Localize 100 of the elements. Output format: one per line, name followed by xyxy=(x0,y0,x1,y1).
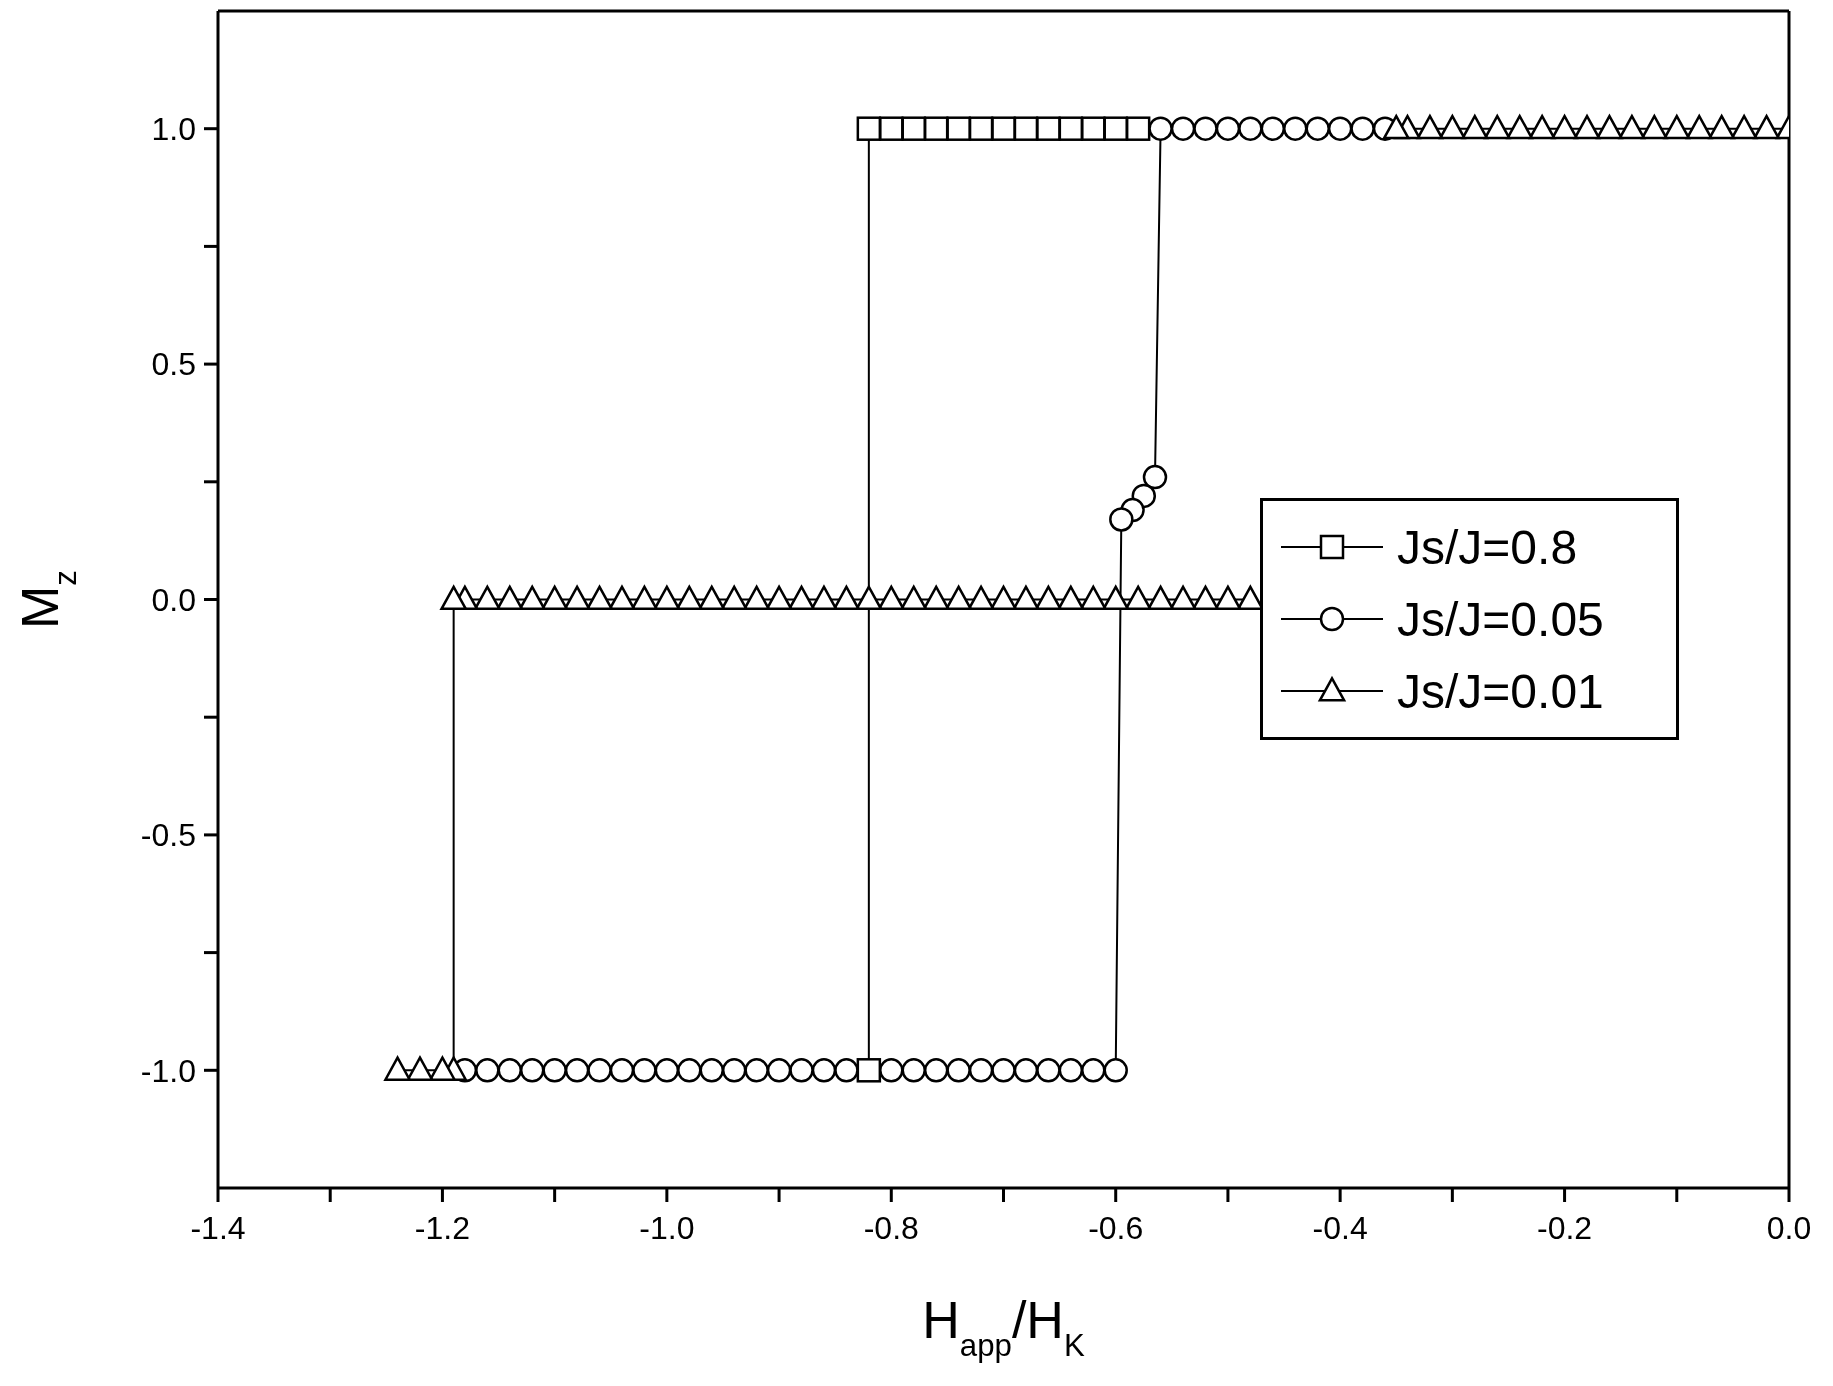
point xyxy=(1214,585,1242,611)
point xyxy=(1124,585,1152,611)
point xyxy=(1439,114,1466,140)
point xyxy=(1036,1058,1061,1083)
x-tick-label: -1.0 xyxy=(639,1209,695,1246)
point xyxy=(609,1058,635,1083)
point xyxy=(968,116,994,141)
point xyxy=(473,585,501,611)
point xyxy=(1169,585,1197,611)
point xyxy=(901,1058,926,1083)
point xyxy=(1142,464,1168,490)
point xyxy=(586,585,613,611)
point xyxy=(1170,116,1196,141)
point xyxy=(833,585,860,611)
x-axis-title: H$_{app}$/H$_{K}$ xyxy=(922,1291,1085,1363)
point xyxy=(968,1058,994,1083)
point xyxy=(1125,116,1151,141)
point xyxy=(991,1058,1016,1083)
legend-label: Js/J=0.01 xyxy=(1397,663,1604,719)
point xyxy=(1573,114,1601,140)
point xyxy=(496,585,524,611)
point xyxy=(653,585,681,611)
point xyxy=(811,1058,837,1083)
x-tick-label: 0.0 xyxy=(1766,1209,1812,1246)
point xyxy=(406,1056,434,1081)
point xyxy=(721,1058,747,1083)
point xyxy=(1103,116,1128,141)
point xyxy=(1079,585,1107,611)
point xyxy=(834,1058,859,1083)
point xyxy=(810,585,838,611)
point xyxy=(788,585,815,611)
point xyxy=(1147,585,1174,611)
point xyxy=(1012,585,1040,611)
point xyxy=(1058,116,1084,141)
point xyxy=(991,116,1016,141)
point xyxy=(1640,114,1668,140)
point xyxy=(631,585,658,611)
point xyxy=(587,1058,612,1083)
point xyxy=(1305,116,1330,141)
x-tick-label: -0.2 xyxy=(1537,1209,1593,1246)
point xyxy=(1081,116,1106,141)
point xyxy=(1238,116,1263,141)
x-tick-label: -0.4 xyxy=(1312,1209,1368,1246)
point xyxy=(946,116,971,141)
point xyxy=(879,116,904,141)
point xyxy=(1327,116,1353,141)
point xyxy=(541,585,568,611)
point xyxy=(1596,114,1623,140)
point xyxy=(654,1058,680,1083)
point xyxy=(1416,114,1444,140)
point xyxy=(1193,116,1218,141)
point xyxy=(677,1058,702,1083)
x-tick-label: -1.4 xyxy=(190,1209,246,1246)
point xyxy=(632,1058,657,1083)
point xyxy=(519,1058,545,1083)
y-tick-label: -1.0 xyxy=(140,1052,196,1089)
y-tick-label: 1.0 xyxy=(151,111,196,148)
point xyxy=(1528,114,1556,140)
point xyxy=(429,1056,456,1081)
point xyxy=(1753,114,1780,140)
legend-label: Js/J=0.8 xyxy=(1397,519,1578,575)
point xyxy=(901,116,926,141)
point xyxy=(675,585,703,611)
point xyxy=(1708,114,1736,140)
point xyxy=(542,1058,567,1083)
point xyxy=(900,585,928,611)
point xyxy=(563,585,591,611)
point xyxy=(1036,116,1061,141)
point xyxy=(475,1058,500,1083)
point xyxy=(1058,1058,1084,1083)
point xyxy=(1283,116,1308,141)
point xyxy=(744,1058,769,1083)
point xyxy=(922,585,950,611)
point xyxy=(497,1058,523,1083)
point xyxy=(564,1058,590,1083)
point xyxy=(699,1058,724,1083)
point xyxy=(1102,585,1130,611)
point xyxy=(1215,116,1241,141)
point xyxy=(945,585,972,611)
point xyxy=(1483,114,1511,140)
point xyxy=(720,585,748,611)
point xyxy=(1013,116,1039,141)
point xyxy=(946,1058,971,1083)
point xyxy=(855,585,883,611)
point xyxy=(1730,114,1758,140)
point xyxy=(1506,114,1534,140)
point xyxy=(743,585,770,611)
point xyxy=(856,1058,882,1083)
point xyxy=(1081,1058,1106,1083)
point xyxy=(923,116,949,141)
point xyxy=(1461,114,1489,140)
point xyxy=(877,585,905,611)
point xyxy=(789,1058,814,1083)
point xyxy=(384,1056,411,1081)
point xyxy=(1103,1058,1128,1083)
point xyxy=(1685,114,1713,140)
point xyxy=(879,1058,904,1083)
point xyxy=(766,1058,792,1083)
point xyxy=(1109,507,1134,532)
point xyxy=(1260,116,1286,141)
